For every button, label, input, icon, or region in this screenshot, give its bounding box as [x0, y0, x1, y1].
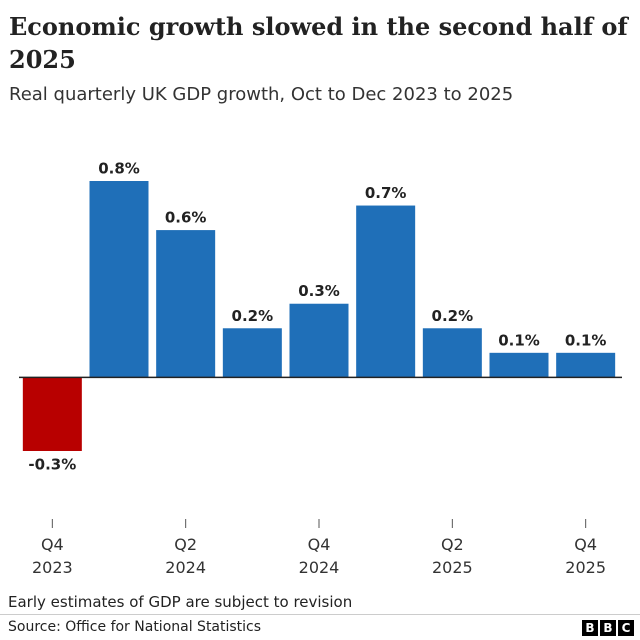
x-tick-label: Q2 2024: [165, 535, 207, 577]
bar: [222, 328, 282, 378]
chart-subtitle: Real quarterly UK GDP growth, Oct to Dec…: [9, 84, 514, 105]
value-label: 0.6%: [165, 209, 207, 227]
x-tick-label: Q4 2025: [565, 535, 607, 577]
value-label: 0.3%: [298, 282, 340, 300]
bar: [422, 328, 482, 378]
bar: [289, 303, 349, 378]
note: Early estimates of GDP are subject to re…: [8, 593, 353, 611]
bar: [22, 377, 82, 451]
x-tick-label: Q4 2024: [298, 535, 340, 577]
bar: [356, 205, 416, 378]
value-label: -0.3%: [28, 456, 76, 474]
value-label: 0.2%: [232, 307, 274, 325]
value-label: 0.1%: [498, 331, 540, 349]
value-label: 0.8%: [98, 160, 140, 178]
logo-letter: B: [600, 620, 616, 636]
bar: [89, 181, 149, 378]
bar: [156, 230, 216, 378]
logo-letter: B: [582, 620, 598, 636]
source: Source: Office for National Statistics: [8, 619, 262, 635]
bar: [556, 352, 616, 378]
bar: [489, 352, 549, 378]
chart-title: Economic growth slowed in the second hal…: [9, 12, 628, 74]
x-tick-label: Q4 2023: [31, 535, 73, 577]
divider: [0, 614, 640, 615]
value-label: 0.1%: [565, 331, 607, 349]
value-label: 0.2%: [432, 307, 474, 325]
x-tick-label: Q2 2025: [431, 535, 473, 577]
value-label: 0.7%: [365, 184, 407, 202]
logo-letter: C: [618, 620, 634, 636]
